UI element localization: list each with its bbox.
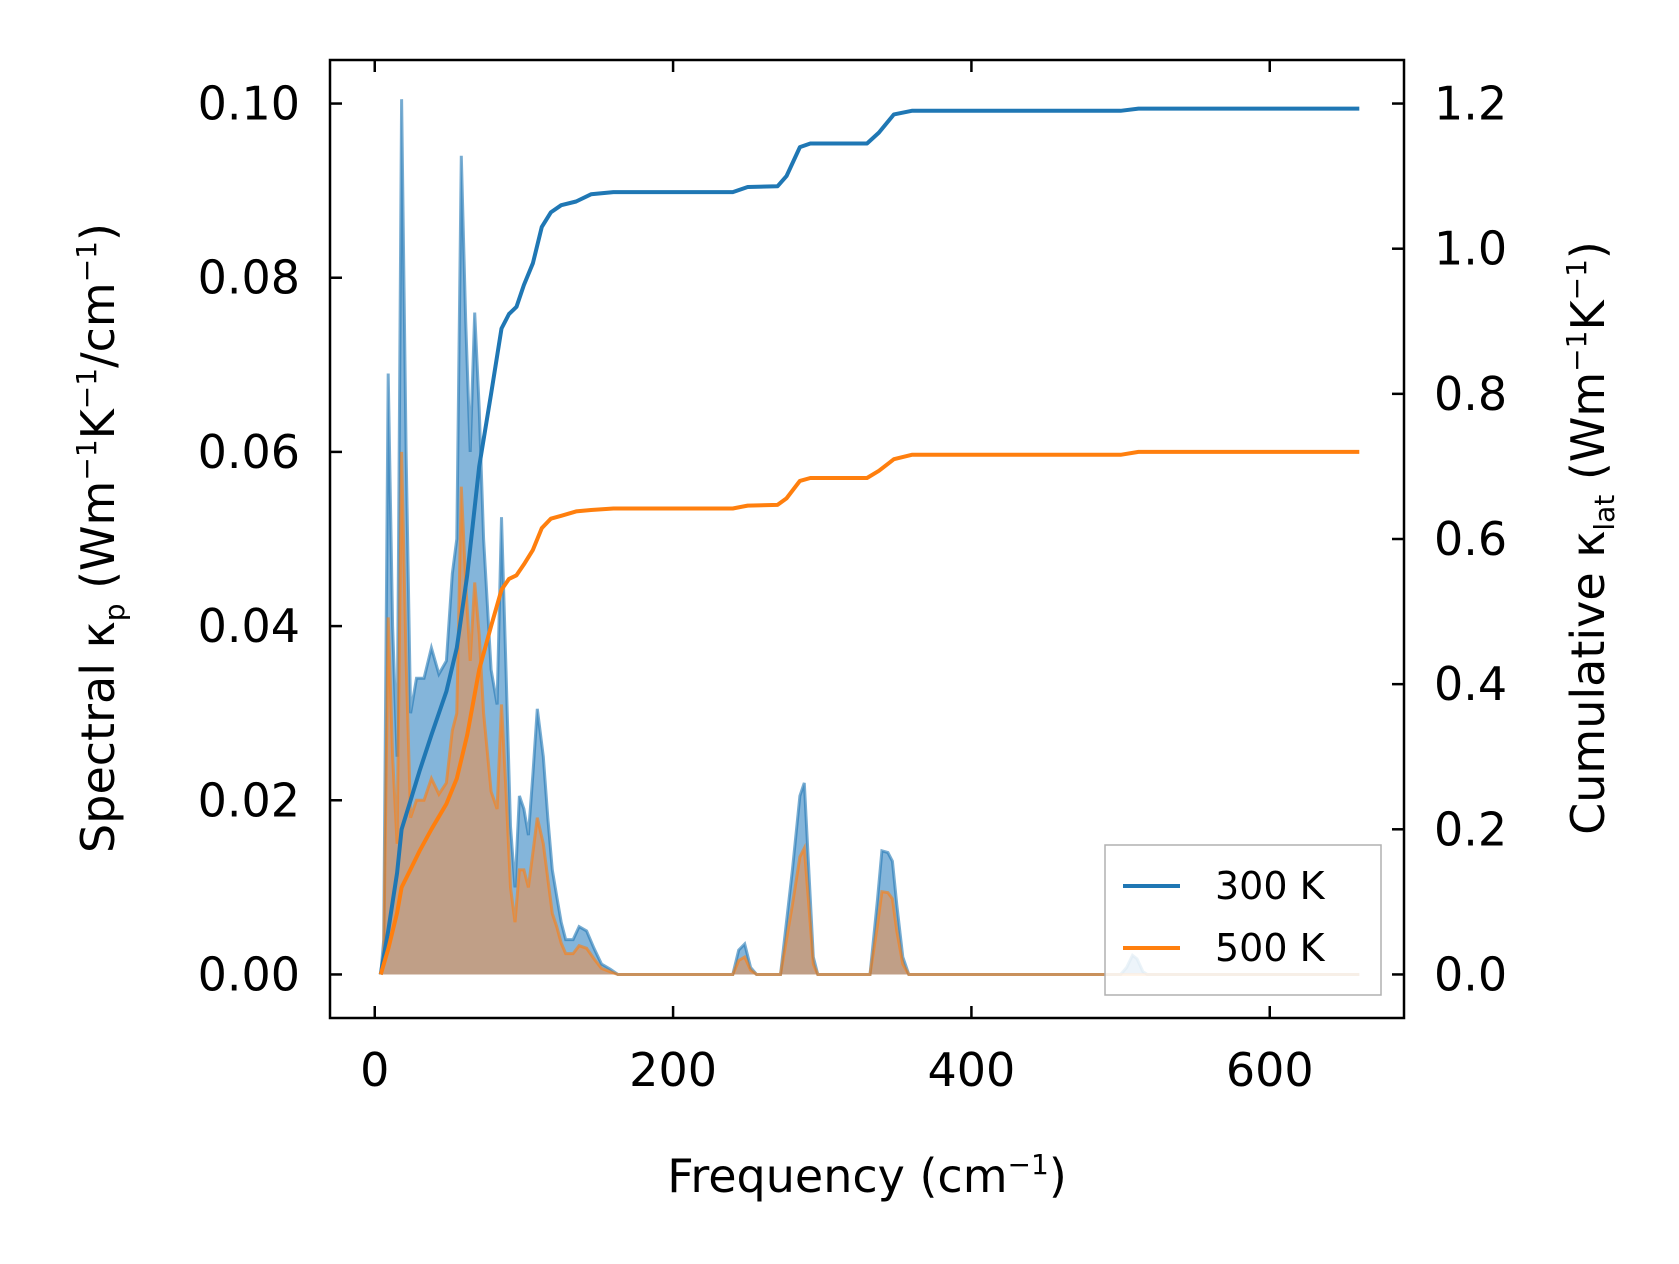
x-axis-label-end: ) xyxy=(1049,1149,1067,1203)
right-y-label-s1: −1 xyxy=(1560,331,1593,372)
cumulative-line-300 xyxy=(378,106,1360,975)
right-y-label-c: K xyxy=(1561,299,1615,331)
cumulative-line-500 xyxy=(378,449,1360,976)
left-y-label-s2: −1 xyxy=(70,368,103,409)
left-y-label-d: /cm xyxy=(71,282,125,368)
y-left-tick-label-1: 0.02 xyxy=(198,773,300,827)
y-right-tick-label-3: 0.6 xyxy=(1434,512,1507,566)
right-y-axis-label: Cumulative κlat (Wm−1K−1) xyxy=(1560,241,1621,835)
left-y-label-sub: p xyxy=(98,604,131,622)
right-y-label-d: ) xyxy=(1561,241,1615,259)
left-y-label-b: (Wm xyxy=(71,481,125,604)
y-left-tick-label-5: 0.10 xyxy=(198,77,300,131)
x-tick-label-400: 400 xyxy=(928,1043,1016,1097)
right-y-label-sub: lat xyxy=(1588,495,1621,531)
y-right-tick-label-0: 0.0 xyxy=(1434,947,1507,1001)
left-y-label-e: ) xyxy=(71,223,125,241)
spectral-line-500 xyxy=(379,451,1360,976)
y-left-tick-label-2: 0.04 xyxy=(198,599,300,653)
legend: 300 K 500 K xyxy=(1104,844,1382,996)
spectral-area-500 xyxy=(380,451,1360,975)
spectral-line-300 xyxy=(379,99,1360,976)
x-axis-label-main: Frequency (cm xyxy=(667,1149,1007,1203)
ticks-layer: 0 200 400 600 0.00 0.02 0.04 0.06 0.08 0.10 0.0 0.2… xyxy=(198,60,1507,1097)
right-y-label-b: (Wm xyxy=(1561,372,1615,495)
left-y-label-s3: −1 xyxy=(70,241,103,282)
legend-label-500: 500 K xyxy=(1215,926,1326,970)
y-right-tick-label-1: 0.2 xyxy=(1434,802,1507,856)
x-tick-label-600: 600 xyxy=(1226,1043,1314,1097)
y-left-tick-label-4: 0.08 xyxy=(198,251,300,305)
y-left-tick-label-0: 0.00 xyxy=(198,947,300,1001)
x-tick-label-200: 200 xyxy=(629,1043,717,1097)
right-y-label-a: Cumulative κ xyxy=(1561,531,1615,835)
x-axis-label-sup: −1 xyxy=(1008,1148,1049,1181)
right-y-label-s2: −1 xyxy=(1560,259,1593,300)
left-y-label-s1: −1 xyxy=(70,439,103,480)
y-right-tick-label-4: 0.8 xyxy=(1434,367,1507,421)
legend-box xyxy=(1104,844,1382,996)
left-y-label-c: K xyxy=(71,407,125,439)
y-right-tick-label-5: 1.0 xyxy=(1434,222,1507,276)
left-y-axis-label: Spectral κp (Wm−1K−1/cm−1) xyxy=(70,223,131,853)
y-right-tick-label-2: 0.4 xyxy=(1434,657,1507,711)
plot-layer xyxy=(378,99,1360,976)
x-axis-label: Frequency (cm−1) xyxy=(667,1148,1067,1203)
x-tick-label-0: 0 xyxy=(360,1043,389,1097)
left-y-label-a: Spectral κ xyxy=(71,621,125,853)
y-right-tick-label-6: 1.2 xyxy=(1434,77,1507,131)
legend-label-300: 300 K xyxy=(1215,864,1326,908)
y-left-tick-label-3: 0.06 xyxy=(198,425,300,479)
